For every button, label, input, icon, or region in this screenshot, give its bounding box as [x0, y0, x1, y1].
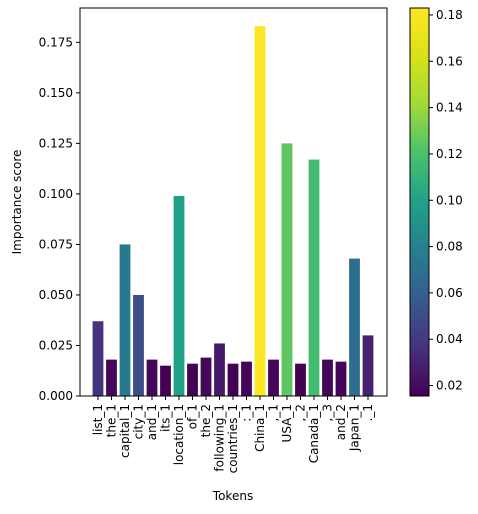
x-tick-label: China_1 [253, 404, 267, 452]
y-tick-label: 0.075 [39, 237, 73, 251]
bar-,_3 [322, 359, 333, 396]
colorbar-tick-label: 0.18 [436, 8, 463, 22]
colorbar-gradient [409, 7, 430, 397]
x-tick-label: countries_1 [226, 404, 240, 473]
x-tick-label: and_1 [145, 404, 159, 440]
bar-,_1 [268, 359, 279, 396]
bar-Canada_1 [308, 159, 320, 396]
y-tick-label: 0.025 [39, 338, 73, 352]
colorbar-tick-label: 0.08 [436, 240, 463, 254]
plot-frame [79, 7, 388, 397]
colorbar-tick-label: 0.06 [436, 286, 463, 300]
x-tick-label: its_1 [159, 404, 173, 432]
bar-the_2 [200, 357, 212, 396]
bar-USA_1 [281, 143, 293, 396]
bars-group [92, 26, 374, 396]
bar-Japan_1 [349, 258, 360, 396]
x-axis: list_1 the_1 capital_1 city_1 and_1 its_1 loca… [91, 396, 375, 473]
bar-China_1 [254, 26, 266, 396]
y-tick-label: 0.175 [39, 35, 73, 49]
colorbar-tick-label: 0.04 [436, 332, 463, 346]
bar-location_1 [173, 195, 185, 396]
x-tick-label: city_1 [132, 404, 146, 439]
x-tick-label: location_1 [172, 404, 186, 465]
bar-,_2 [295, 363, 306, 396]
bar-countries_1 [227, 363, 239, 396]
x-tick-label: ,_2 [294, 404, 308, 421]
x-tick-label: ,_1 [267, 404, 281, 421]
y-tick-label: 0.150 [39, 86, 73, 100]
x-tick-label: Canada_1 [307, 404, 321, 463]
colorbar: 0.02 0.04 0.06 0.08 0.10 0.12 0.14 0.16 0.18 [409, 7, 463, 397]
bar-list_1 [92, 321, 104, 396]
bar-city_1 [133, 294, 144, 396]
bar-its_1 [160, 365, 171, 396]
x-tick-label: Japan_1 [348, 404, 362, 452]
bar-and_2 [335, 361, 347, 396]
y-axis-label: Importance score [10, 150, 24, 255]
bar-the_1 [106, 359, 117, 396]
y-axis: 0.000 0.025 0.050 0.075 0.100 0.125 0.150 0.175 [39, 35, 80, 403]
bar-:_1 [241, 361, 252, 396]
colorbar-tick-label: 0.12 [436, 147, 463, 161]
y-tick-label: 0.000 [39, 389, 73, 403]
bar-._1 [362, 335, 374, 396]
x-tick-label: following_1 [213, 404, 227, 472]
x-tick-label: the_1 [105, 404, 119, 437]
bar-of_1 [187, 363, 198, 396]
bar-capital_1 [119, 244, 131, 396]
x-tick-label: :_1 [240, 404, 254, 422]
y-tick-label: 0.050 [39, 288, 73, 302]
y-tick-label: 0.100 [39, 187, 73, 201]
x-tick-label: USA_1 [280, 404, 294, 442]
x-tick-label: the_2 [199, 404, 213, 437]
y-tick-label: 0.125 [39, 136, 73, 150]
bar-following_1 [214, 343, 225, 396]
colorbar-tick-label: 0.02 [436, 379, 463, 393]
x-tick-label: ._1 [361, 404, 375, 421]
colorbar-tick-label: 0.16 [436, 54, 463, 68]
colorbar-tick-label: 0.14 [436, 101, 463, 115]
bar-and_1 [146, 359, 158, 396]
x-tick-label: of_1 [186, 404, 200, 429]
x-tick-label: capital_1 [118, 404, 132, 458]
colorbar-tick-label: 0.10 [436, 193, 463, 207]
x-tick-label: ,_3 [321, 404, 335, 421]
x-axis-label: Tokens [212, 489, 253, 503]
x-tick-label: and_2 [334, 404, 348, 440]
x-tick-label: list_1 [91, 404, 105, 435]
